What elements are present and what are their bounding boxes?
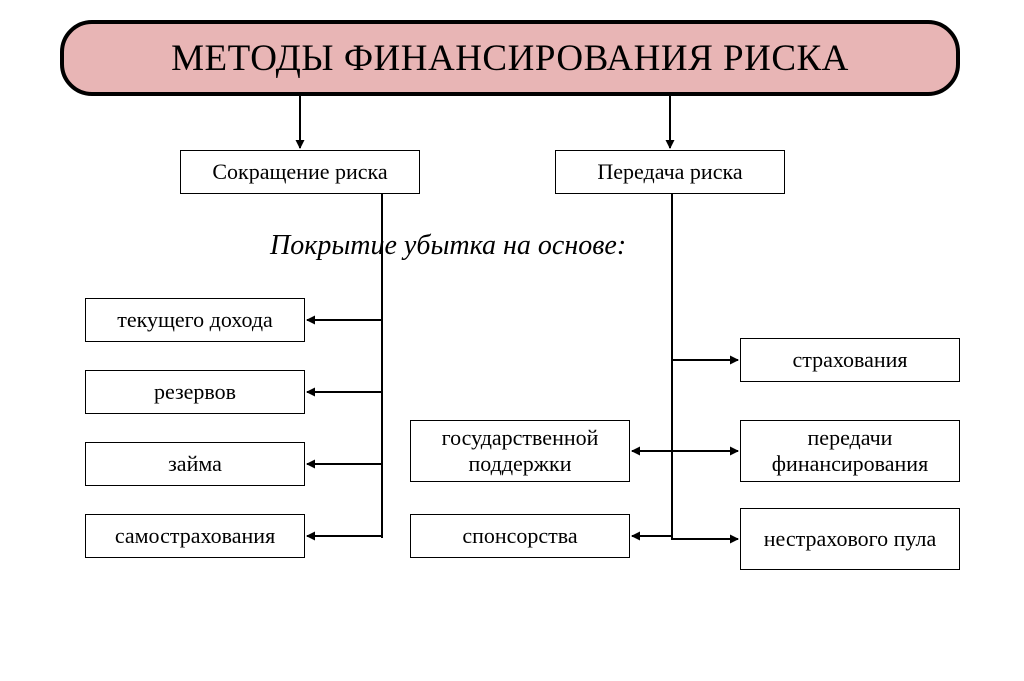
node-m2: спонсорства	[410, 514, 630, 558]
node-l1: текущего дохода	[85, 298, 305, 342]
node-l4: самострахования	[85, 514, 305, 558]
node-n1: Сокращение риска	[180, 150, 420, 194]
diagram-subtitle: Покрытие убытка на основе:	[270, 230, 626, 262]
node-l3: займа	[85, 442, 305, 486]
node-r3: нестрахового пула	[740, 508, 960, 570]
diagram-title: МЕТОДЫ ФИНАНСИРОВАНИЯ РИСКА	[60, 20, 960, 96]
node-m1: государственной поддержки	[410, 420, 630, 482]
node-r1: страхования	[740, 338, 960, 382]
node-l2: резервов	[85, 370, 305, 414]
node-r2: передачи финансирования	[740, 420, 960, 482]
node-n2: Передача риска	[555, 150, 785, 194]
